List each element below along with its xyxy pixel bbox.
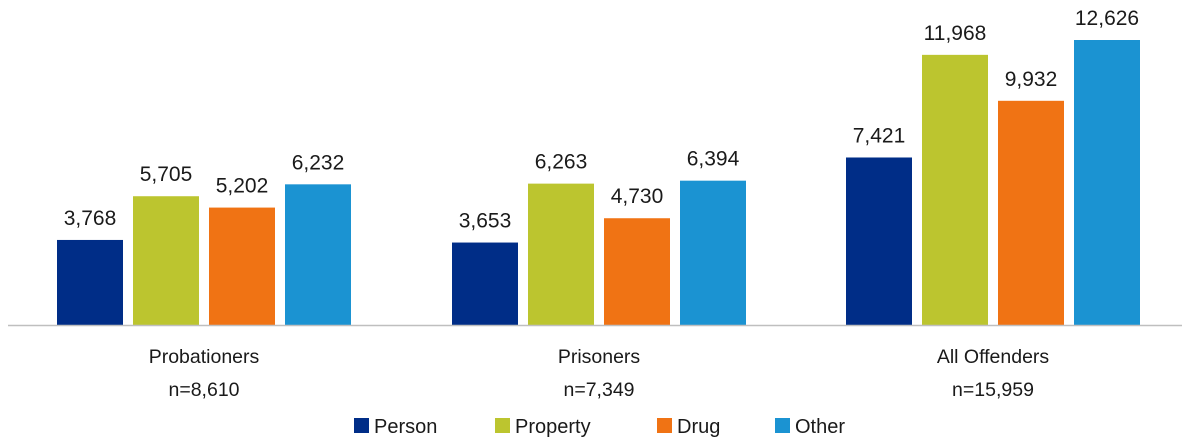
legend-swatch-property: [495, 418, 510, 433]
data-label-all-offenders-property: 11,968: [924, 22, 987, 45]
legend-swatch-person: [354, 418, 369, 433]
bar-all-offenders-drug: [998, 100, 1064, 325]
data-label-prisoners-drug: 4,730: [611, 185, 664, 208]
category-labels-group: Probationers n=8,610 Prisoners n=7,349 All O…: [149, 346, 1050, 401]
category-label-probationers: Probationers: [149, 346, 260, 368]
bar-prisoners-person: [452, 242, 518, 325]
value-labels-group: 3,768 5,705 5,202 6,232 3,653 6,263 4,730 6,394…: [64, 7, 1139, 233]
bar-all-offenders-person: [846, 157, 912, 325]
category-sublabel-probationers: n=8,610: [168, 379, 239, 401]
data-label-prisoners-other: 6,394: [687, 148, 740, 171]
data-label-probationers-other: 6,232: [292, 151, 345, 174]
legend: Person Property Drug Other: [354, 416, 845, 438]
category-sublabel-prisoners: n=7,349: [563, 379, 634, 401]
bar-all-offenders-property: [922, 54, 988, 325]
legend-swatch-other: [775, 418, 790, 433]
legend-label-other: Other: [795, 416, 845, 438]
bar-probationers-other: [285, 184, 351, 325]
category-sublabel-all-offenders: n=15,959: [952, 379, 1034, 401]
data-label-probationers-drug: 5,202: [216, 175, 269, 198]
data-label-prisoners-person: 3,653: [459, 210, 512, 233]
legend-label-property: Property: [515, 416, 591, 438]
bar-prisoners-other: [680, 180, 746, 325]
data-label-all-offenders-other: 12,626: [1075, 7, 1139, 30]
bar-probationers-drug: [209, 207, 275, 325]
bar-all-offenders-other: [1074, 40, 1140, 325]
bar-prisoners-property: [528, 183, 594, 325]
data-label-all-offenders-drug: 9,932: [1005, 68, 1058, 91]
bar-prisoners-drug: [604, 218, 670, 325]
legend-label-person: Person: [374, 416, 437, 438]
bar-probationers-property: [133, 196, 199, 325]
data-label-probationers-person: 3,768: [64, 207, 117, 230]
bars-group: [57, 40, 1140, 325]
category-label-prisoners: Prisoners: [558, 346, 641, 368]
category-label-all-offenders: All Offenders: [937, 346, 1050, 368]
legend-swatch-drug: [657, 418, 672, 433]
data-label-all-offenders-person: 7,421: [853, 124, 906, 147]
data-label-probationers-property: 5,705: [140, 163, 193, 186]
legend-label-drug: Drug: [677, 416, 720, 438]
data-label-prisoners-property: 6,263: [535, 151, 588, 174]
bar-probationers-person: [57, 239, 123, 325]
